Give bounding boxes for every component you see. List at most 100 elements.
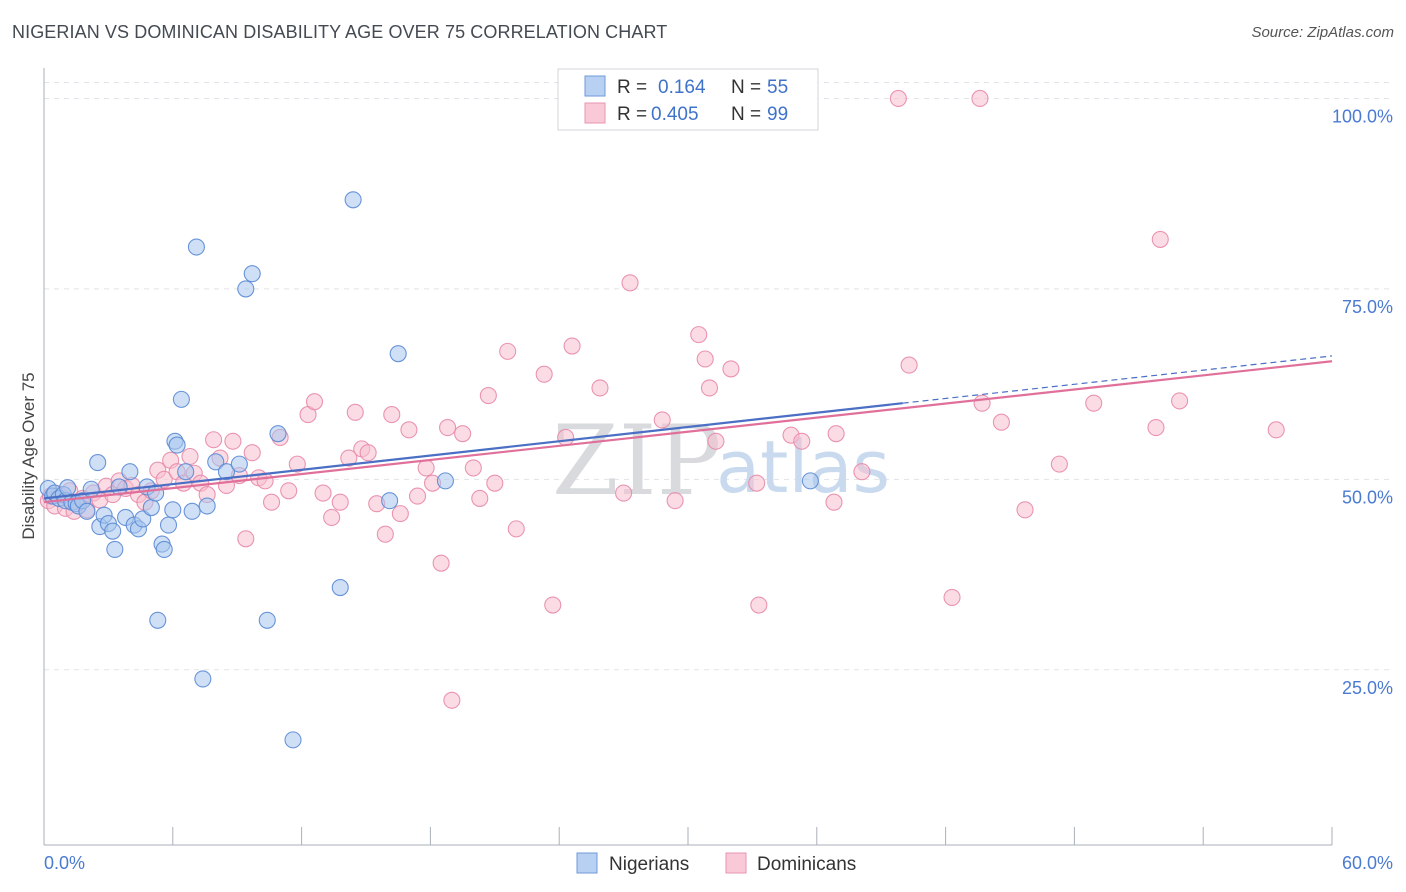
legend-box: R = 0.164 N = 55 R = 0.405 N = 99 — [557, 68, 819, 131]
dominicans-point — [973, 394, 991, 412]
dominicans-point — [750, 596, 768, 614]
dominicans-point — [992, 413, 1010, 431]
bottom-legend-label-dominicans: Dominicans — [757, 854, 856, 875]
dominicans-point — [400, 421, 418, 439]
nigerians-point — [155, 540, 173, 558]
nigerians-point — [89, 454, 107, 472]
dominicans-point — [563, 337, 581, 355]
dominicans-point — [696, 350, 714, 368]
dominicans-point — [1151, 230, 1169, 248]
nigerians-point — [149, 611, 167, 629]
dominicans-point — [507, 520, 525, 538]
nigerians-point — [187, 238, 205, 256]
dominicans-point — [900, 356, 918, 374]
dominicans-point — [690, 326, 708, 344]
dominicans-trend-line — [43, 360, 1333, 504]
dominicans-point — [376, 525, 394, 543]
dominicans-point — [971, 89, 989, 108]
nigerians-point — [121, 463, 139, 481]
nigerians-point — [168, 436, 186, 454]
dominicans-point — [314, 484, 332, 502]
dominicans-point — [1267, 421, 1285, 439]
bottom-legend-swatch-dominicans — [725, 852, 747, 874]
y-tick-label-25: 25.0% — [1342, 678, 1393, 698]
dominicans-point — [454, 425, 472, 443]
dominicans-point — [155, 470, 173, 488]
nigerians-point — [217, 463, 236, 481]
dominicans-point — [408, 487, 427, 505]
dominicans-point — [666, 492, 684, 510]
dominicans-point — [707, 432, 725, 450]
dominicans-point — [943, 588, 961, 606]
dominicans-point — [262, 493, 281, 511]
dominicans-point — [383, 406, 401, 424]
nigerians-point — [134, 510, 152, 528]
dominicans-point — [237, 530, 255, 548]
dominicans-point — [443, 691, 461, 709]
bottom-legend: Nigerians Dominicans — [576, 852, 856, 875]
legend-r-label-nigerians: R = — [617, 77, 647, 98]
x-tick-label-min: 0.0% — [44, 853, 85, 873]
nigerians-point — [59, 479, 77, 497]
legend-r-value-dominicans: 0.405 — [651, 104, 699, 125]
nigerians-point — [198, 497, 216, 515]
dominicans-point — [243, 444, 261, 462]
dominicans-points — [39, 89, 1285, 709]
dominicans-point — [621, 274, 639, 292]
nigerians-point — [172, 390, 190, 408]
nigerians-point — [381, 492, 399, 510]
dominicans-point — [700, 379, 719, 397]
nigerians-point — [331, 578, 349, 597]
y-tick-label-100: 100.0% — [1332, 106, 1393, 126]
nigerians-point — [164, 501, 182, 519]
dominicans-point — [653, 411, 671, 429]
dominicans-point — [793, 432, 811, 450]
dominicans-point — [288, 455, 306, 473]
legend-r-value-nigerians: 0.164 — [658, 77, 706, 98]
dominicans-point — [417, 459, 435, 477]
dominicans-point — [224, 432, 242, 450]
dominicans-point — [1085, 394, 1103, 412]
y-tick-label-50: 50.0% — [1342, 487, 1393, 507]
nigerians-point — [230, 455, 248, 473]
dominicans-point — [340, 449, 358, 467]
dominicans-point — [827, 425, 845, 443]
dominicans-point — [591, 379, 609, 397]
y-axis-title: Disability Age Over 75 — [19, 372, 38, 539]
dominicans-point — [359, 444, 377, 462]
dominicans-point — [853, 463, 871, 481]
dominicans-point — [499, 342, 517, 360]
dominicans-point — [471, 489, 489, 507]
nigerians-point — [142, 498, 160, 517]
legend-swatch-nigerians — [584, 75, 606, 97]
bottom-legend-label-nigerians: Nigerians — [609, 854, 689, 875]
dominicans-point — [432, 554, 450, 572]
nigerians-point — [801, 472, 819, 490]
nigerians-trend-extension — [902, 355, 1333, 404]
y-tick-labels: 25.0% 50.0% 75.0% 100.0% — [1332, 106, 1393, 697]
x-tick-label-max: 60.0% — [1342, 853, 1393, 873]
nigerians-point — [243, 265, 261, 283]
trend-lines — [43, 355, 1333, 504]
dominicans-point — [464, 459, 482, 477]
dominicans-point — [1050, 455, 1068, 473]
dominicans-point — [205, 431, 223, 449]
bottom-legend-swatch-nigerians — [576, 852, 598, 874]
dominicans-point — [557, 428, 575, 447]
dominicans-point — [181, 447, 199, 466]
nigerians-point — [177, 463, 195, 481]
legend-n-label-dominicans: N = — [731, 104, 761, 125]
dominicans-point — [439, 419, 457, 437]
dominicans-point — [305, 393, 324, 411]
dominicans-point — [280, 482, 298, 500]
source-label: Source: ZipAtlas.com — [1251, 24, 1394, 41]
dominicans-point — [615, 484, 633, 502]
legend-n-value-dominicans: 99 — [767, 104, 788, 125]
legend-n-label-nigerians: N = — [731, 77, 761, 98]
nigerians-point — [436, 472, 454, 490]
nigerians-point — [183, 502, 201, 520]
chart-title: NIGERIAN VS DOMINICAN DISABILITY AGE OVE… — [12, 22, 668, 42]
nigerians-point — [104, 522, 122, 540]
dominicans-point — [825, 493, 843, 511]
